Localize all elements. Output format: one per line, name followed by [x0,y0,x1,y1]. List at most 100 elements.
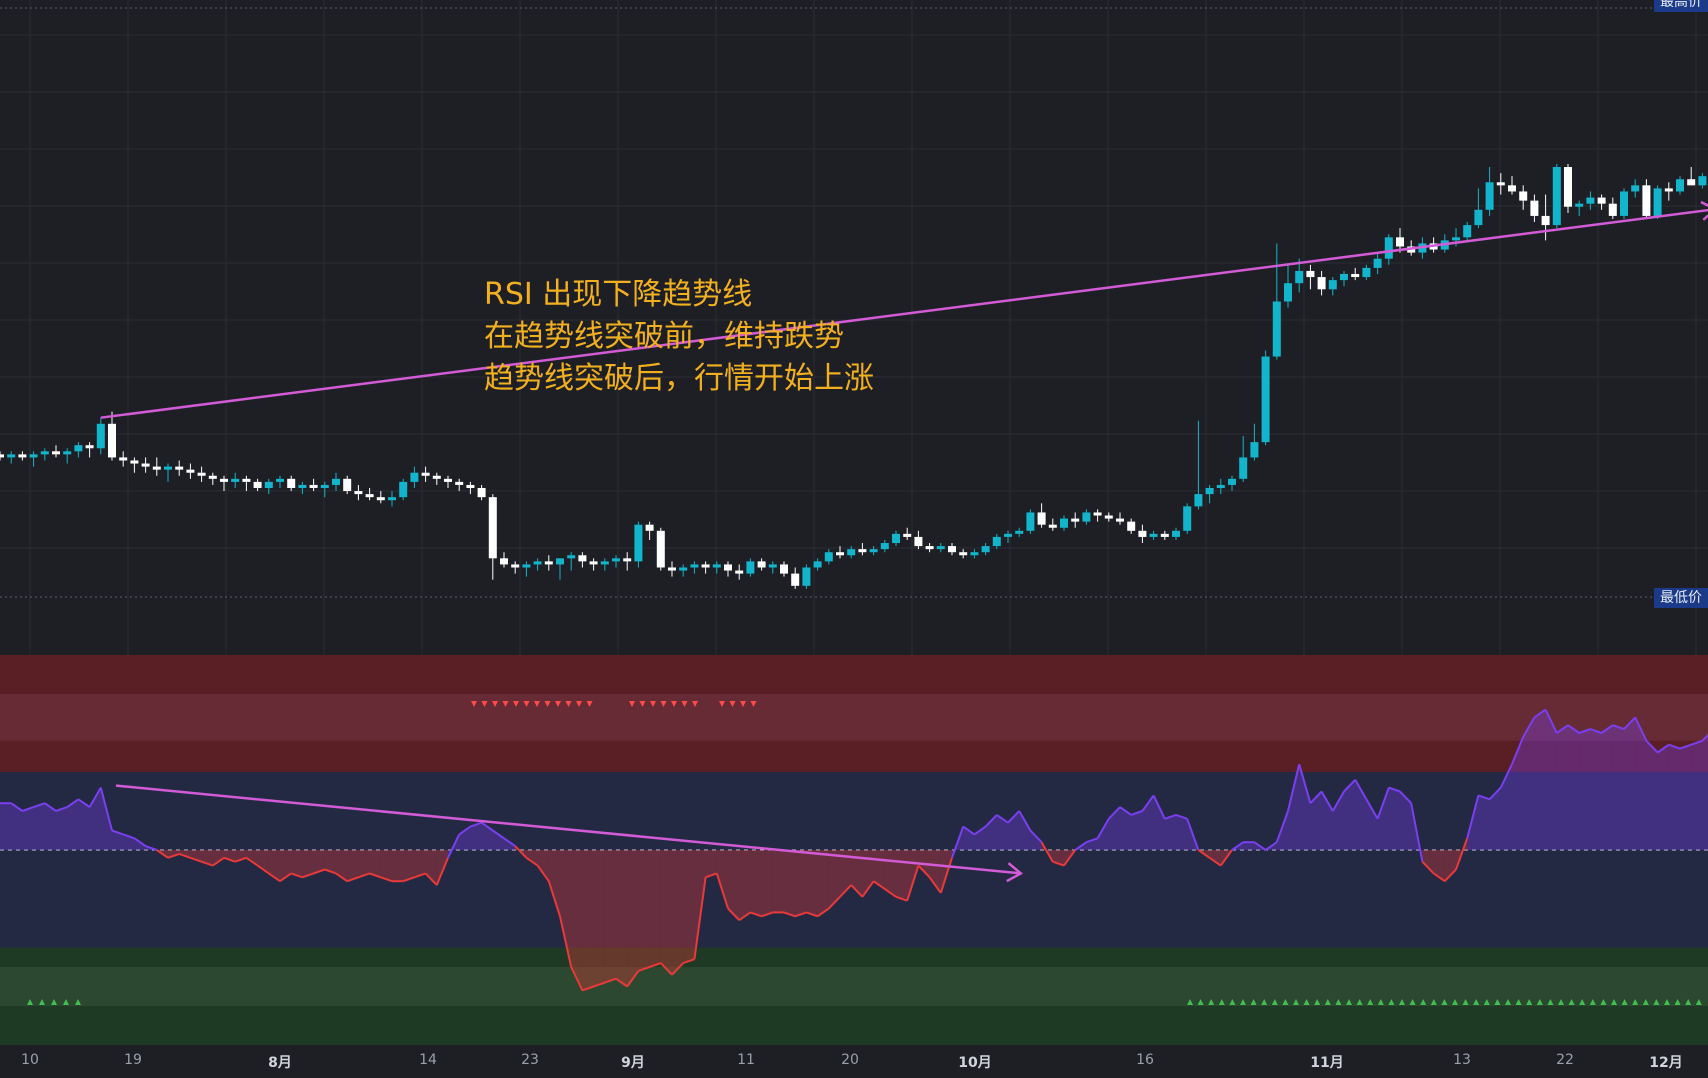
candle-body [164,466,172,470]
candle [1328,277,1337,296]
buy-signal-marker [1611,999,1617,1005]
candle [1653,185,1662,219]
candle [500,552,508,568]
buy-signal-marker [1674,999,1681,1005]
rsi-fill-segment [212,850,224,866]
rsi-fill-segment [1030,830,1042,850]
rsi-fill-segment [828,850,840,909]
candle [320,481,329,498]
candle [1362,264,1371,281]
rsi-fill-segment [56,807,68,850]
sell-signal-marker [750,701,757,707]
rsi-line-segment [1074,841,1087,851]
buy-signal-marker [1240,999,1246,1005]
candle-body [892,533,900,544]
rsi-line-segment [33,802,46,809]
candle-body [1306,270,1315,278]
buy-signal-marker [1420,999,1427,1005]
candle [869,546,878,556]
rsi-line-segment [671,962,684,976]
candle-body [981,546,990,553]
candle-body [1060,518,1068,528]
rsi-line-segment [55,806,68,812]
rsi-line-segment [99,787,113,831]
rsi-line-segment [201,860,214,867]
rsi-fill-segment [78,799,90,850]
rsi-line-segment [178,852,191,859]
rsi-fill-segment [1456,838,1468,870]
candle-body [119,457,128,461]
buy-signal-marker [1367,999,1374,1005]
rsi-line-segment [525,856,539,867]
rsi-line-segment [1478,794,1490,801]
rsi-line-segment [1645,740,1659,754]
rsi-line-segment [1399,790,1412,804]
candle [1284,264,1292,308]
overbought-inner-band [0,694,1708,741]
rsi-line-segment [638,966,650,972]
buy-signal-marker [1324,999,1331,1005]
candle [690,561,699,574]
sell-signal-marker [502,701,509,707]
candle [1004,530,1012,544]
candle-body [444,478,452,482]
buy-signal-marker [1452,999,1458,1005]
rsi-line-segment [1466,795,1480,839]
candle [1216,478,1225,495]
rsi-fill-segment [11,803,23,850]
rsi-fill-segment [1612,725,1624,850]
candle-body [1508,185,1516,192]
candle-body [992,536,1001,547]
rsi-line-segment [682,958,695,965]
candle [298,481,307,495]
candle [858,543,867,556]
candle [802,564,811,589]
rsi-line-segment [402,876,415,883]
annotation-line-1: RSI 出现下降趋势线 [484,277,753,312]
rsi-fill-segment [705,850,717,878]
rsi-line-segment [1309,790,1323,804]
candle [1620,188,1628,219]
buy-signal-marker [1187,999,1193,1005]
candle [1608,197,1617,219]
rsi-fill-segment [313,850,325,874]
candle [1508,176,1516,195]
candle [444,475,452,488]
rsi-fill-segment [739,850,751,921]
candle-body [522,564,531,568]
candle-body [1239,457,1248,479]
rsi-line-segment [1679,743,1692,750]
high-price-label: 最高价 [1654,0,1708,12]
rsi-fill-segment [1310,791,1322,850]
rsi-line-segment [133,837,147,847]
candle [1519,185,1528,210]
candle-body [354,491,363,495]
rsi-line-segment [884,888,897,898]
candle [1060,515,1068,531]
candle [455,478,464,492]
candle [645,521,654,540]
candle [813,558,822,571]
candle [309,478,318,492]
candle-body [1452,237,1460,241]
buy-signal-marker [1536,999,1543,1005]
candle [1597,194,1606,210]
candle-body [1228,478,1236,485]
x-axis-tick-label: 11 [737,1052,755,1068]
rsi-line-segment [1096,818,1110,839]
candle-body [1519,191,1528,201]
rsi-line-segment [1533,708,1547,719]
candle [544,555,553,571]
candle-body [1575,203,1584,207]
rsi-fill-segment [1243,842,1255,850]
candle [164,463,172,482]
rsi-fill-segment [1108,807,1120,850]
buy-signal-marker [1600,999,1607,1005]
rsi-line-segment [234,856,247,863]
candle-body [0,454,4,458]
candle [1552,163,1561,229]
candle-body [186,469,195,473]
candle [1676,176,1684,195]
candle-body [936,546,945,550]
candle-body [1149,533,1158,537]
